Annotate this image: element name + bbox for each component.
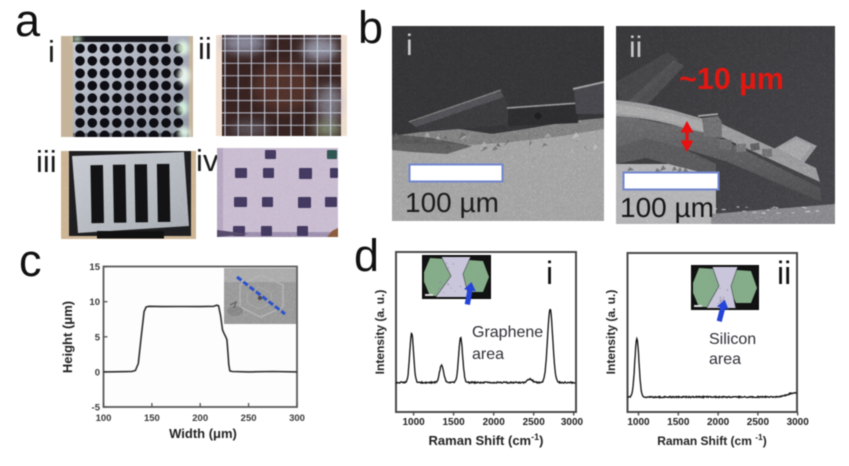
svg-text:100: 100 xyxy=(96,413,112,424)
svg-text:ii: ii xyxy=(777,255,791,291)
svg-text:3000: 3000 xyxy=(561,417,584,428)
svg-text:Silicon: Silicon xyxy=(709,331,756,348)
svg-text:ii: ii xyxy=(629,31,642,64)
svg-text:2500: 2500 xyxy=(523,417,546,428)
svg-text:250: 250 xyxy=(241,413,257,424)
svg-text:1000: 1000 xyxy=(627,417,650,428)
svg-text:15: 15 xyxy=(89,262,100,273)
svg-text:10: 10 xyxy=(89,297,100,308)
svg-text:200: 200 xyxy=(192,413,208,424)
svg-text:1000: 1000 xyxy=(402,417,425,428)
svg-text:100 µm: 100 µm xyxy=(620,192,714,223)
svg-text:Intensity (a. u.): Intensity (a. u.) xyxy=(604,290,618,375)
svg-text:Height (μm): Height (μm) xyxy=(60,301,75,373)
svg-text:~10 µm: ~10 µm xyxy=(679,62,784,96)
svg-text:Raman Shift (cm-1): Raman Shift (cm-1) xyxy=(429,432,544,448)
svg-text:300: 300 xyxy=(289,413,305,424)
svg-text:Intensity (a. u.): Intensity (a. u.) xyxy=(373,290,387,375)
svg-text:3000: 3000 xyxy=(787,417,810,428)
svg-text:area: area xyxy=(472,346,504,363)
svg-text:2500: 2500 xyxy=(747,417,770,428)
svg-text:1500: 1500 xyxy=(442,417,465,428)
svg-text:i: i xyxy=(546,255,553,291)
svg-text:area: area xyxy=(709,351,741,368)
svg-text:2000: 2000 xyxy=(707,417,730,428)
svg-text:0: 0 xyxy=(95,367,100,378)
svg-text:Width (μm): Width (μm) xyxy=(169,426,237,441)
svg-text:-5: -5 xyxy=(92,403,101,414)
svg-text:Graphene: Graphene xyxy=(472,324,543,341)
svg-text:5: 5 xyxy=(95,332,101,343)
svg-text:1500: 1500 xyxy=(667,417,690,428)
svg-text:100 µm: 100 µm xyxy=(405,187,499,218)
svg-text:2000: 2000 xyxy=(483,417,506,428)
svg-text:Raman Shift (cm -1): Raman Shift (cm -1) xyxy=(657,432,767,448)
svg-text:i: i xyxy=(406,29,413,62)
svg-text:150: 150 xyxy=(144,413,160,424)
